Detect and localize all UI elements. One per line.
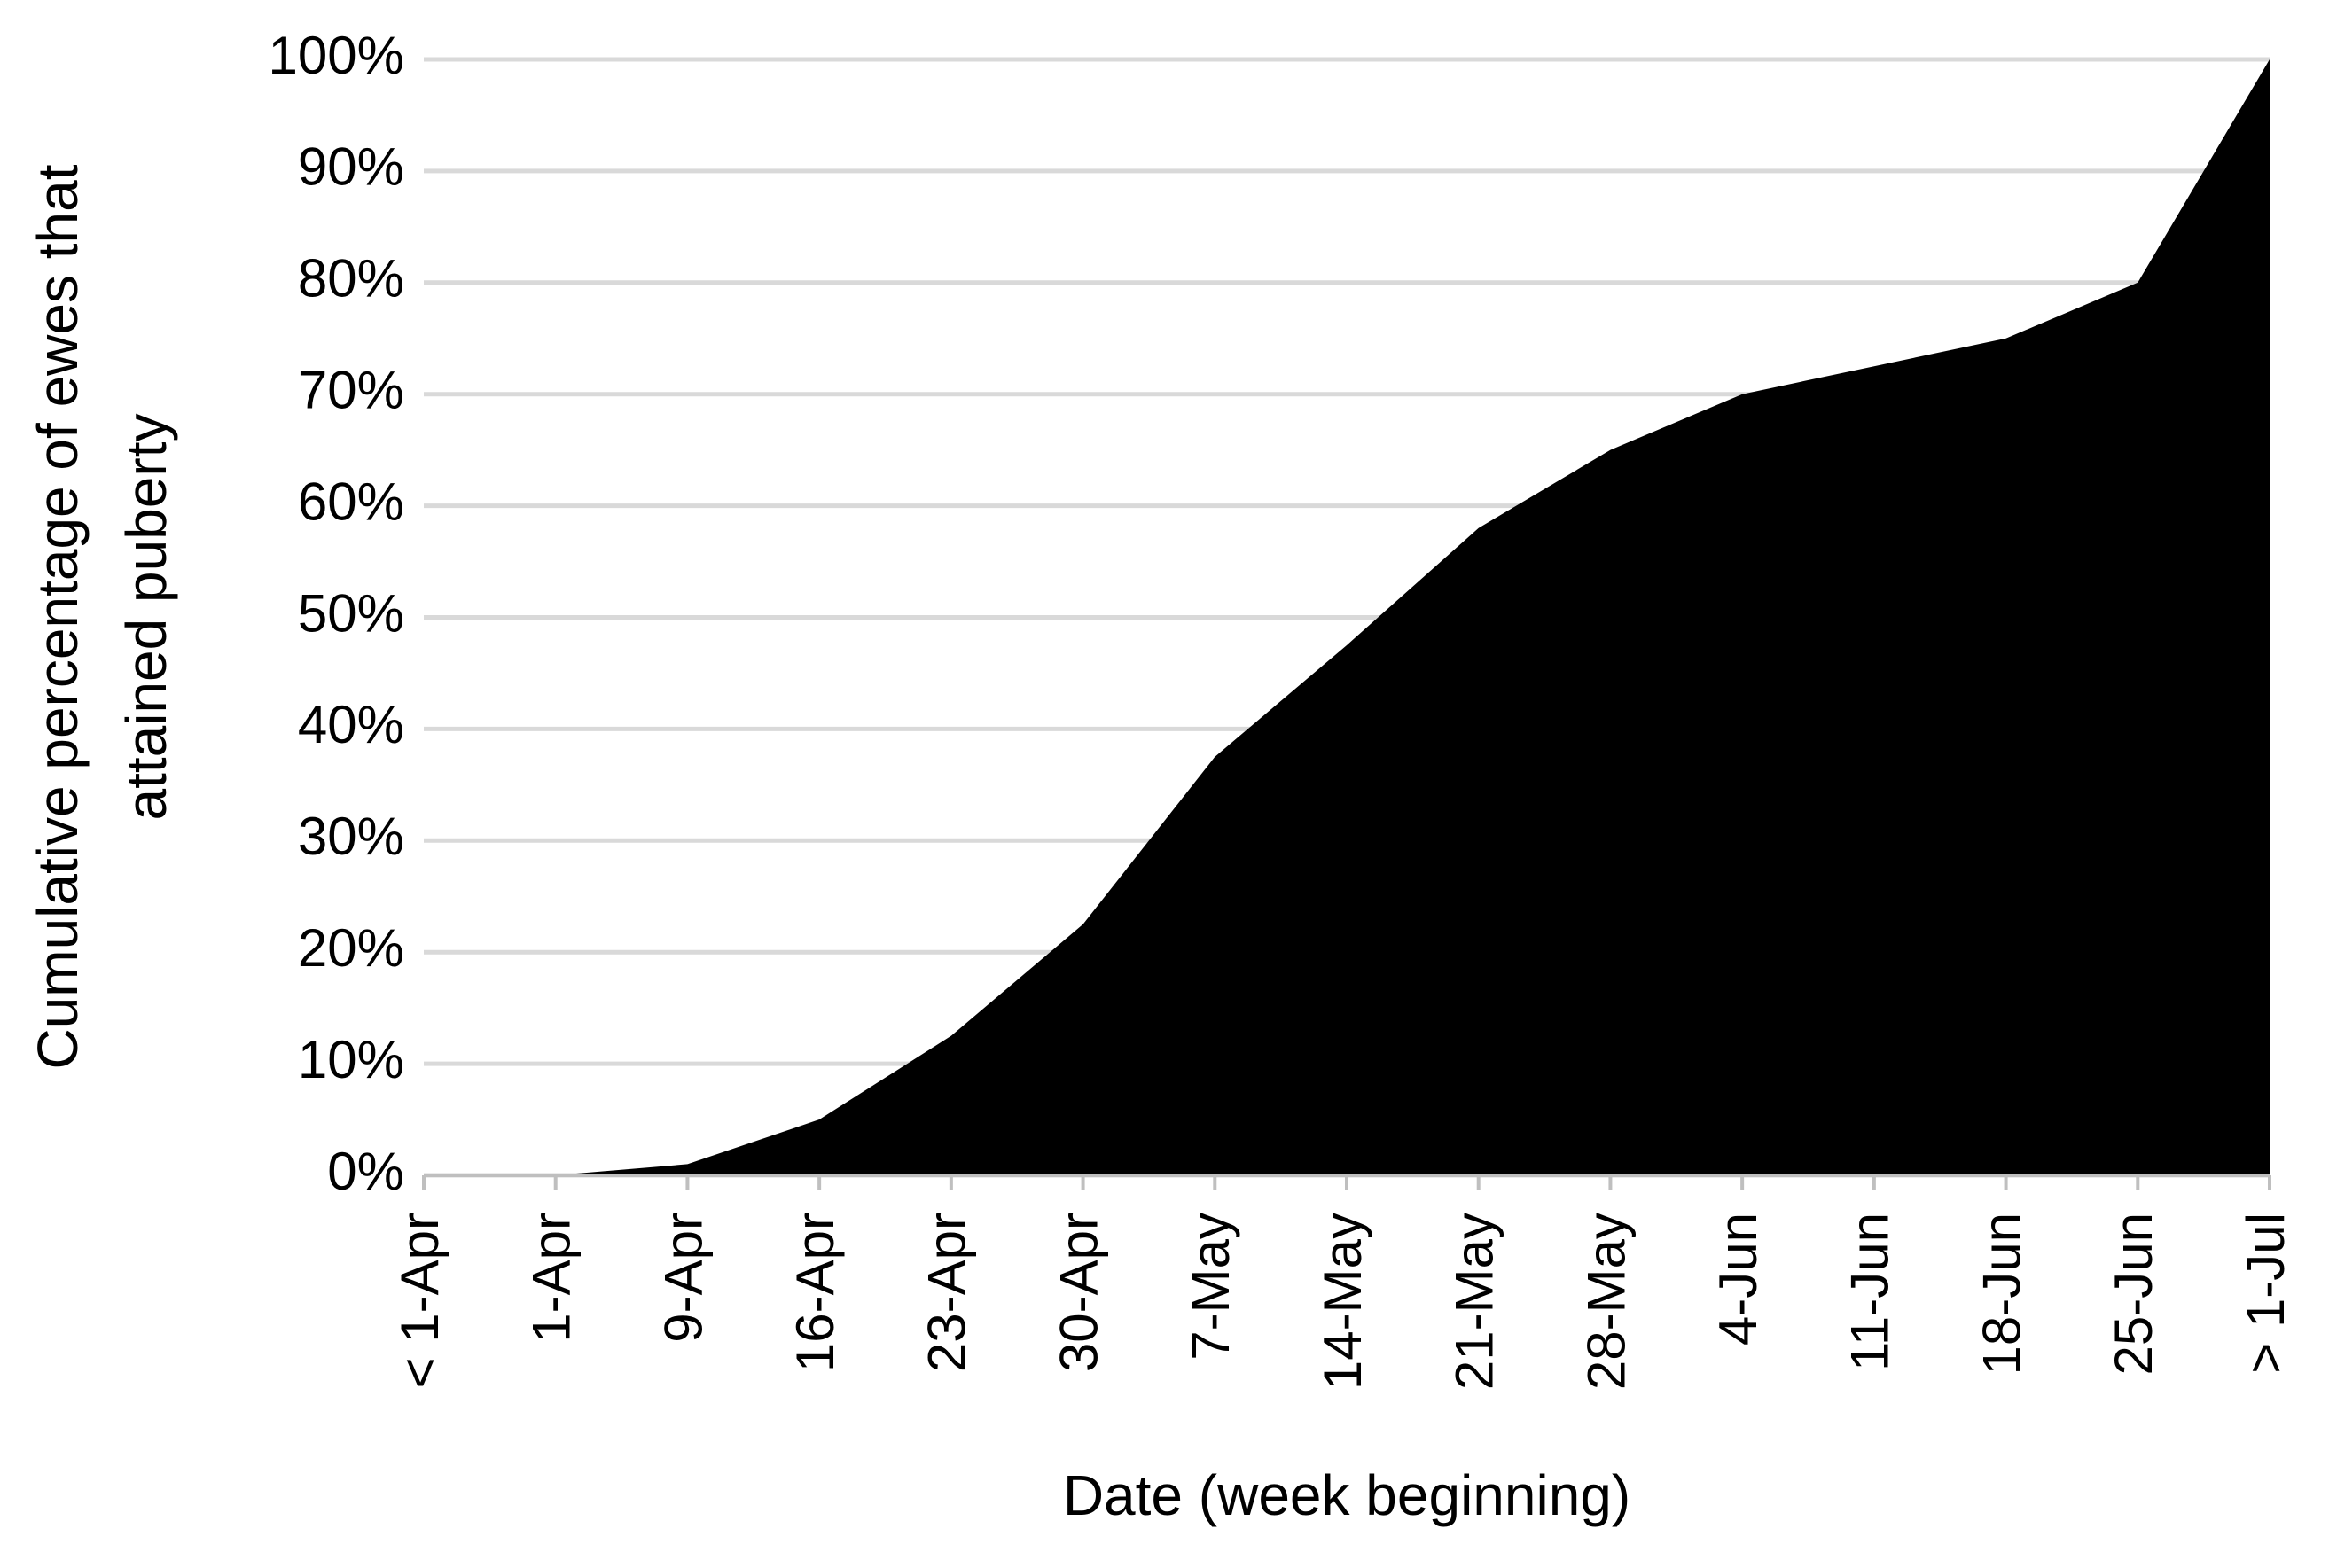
y-tick-label: 70%: [298, 361, 404, 420]
x-tick-label: 21-May: [1445, 1213, 1504, 1390]
y-tick-label: 30%: [298, 807, 404, 866]
y-tick-label: 0%: [327, 1142, 404, 1201]
y-tick-label: 50%: [298, 583, 404, 643]
y-tick-label: 10%: [298, 1030, 404, 1089]
x-tick-label: 9-Apr: [653, 1213, 713, 1343]
y-tick-label: 80%: [298, 249, 404, 308]
x-tick-label: 11-Jun: [1841, 1213, 1900, 1371]
x-tick-label: 7-May: [1181, 1213, 1240, 1361]
y-axis-title: attained puberty: [114, 414, 178, 821]
y-tick-label: 100%: [269, 26, 404, 85]
area: [424, 59, 2270, 1175]
x-axis-title: Date (week beginning): [1063, 1463, 1630, 1527]
x-tick-label: 1-Apr: [522, 1213, 582, 1343]
x-tick-label: < 1-Apr: [390, 1213, 449, 1388]
x-tick-label: > 1-Jul: [2236, 1213, 2295, 1374]
x-tick-label: 4-Jun: [1708, 1213, 1768, 1346]
y-axis-title: Cumulative percentage of ewes that: [26, 164, 90, 1069]
y-tick-label: 40%: [298, 695, 404, 754]
y-tick-label: 20%: [298, 918, 404, 978]
x-tick-label: 28-May: [1576, 1213, 1636, 1390]
x-tick-label: 25-Jun: [2104, 1213, 2163, 1375]
x-tick-label: 23-Apr: [918, 1213, 977, 1372]
x-tick-label: 16-Apr: [785, 1213, 845, 1372]
x-tick-label: 30-Apr: [1049, 1213, 1108, 1372]
x-tick-label: 18-Jun: [1972, 1213, 2031, 1375]
x-tick-label: 14-May: [1313, 1213, 1372, 1390]
y-tick-label: 60%: [298, 472, 404, 531]
y-tick-label: 90%: [298, 137, 404, 197]
